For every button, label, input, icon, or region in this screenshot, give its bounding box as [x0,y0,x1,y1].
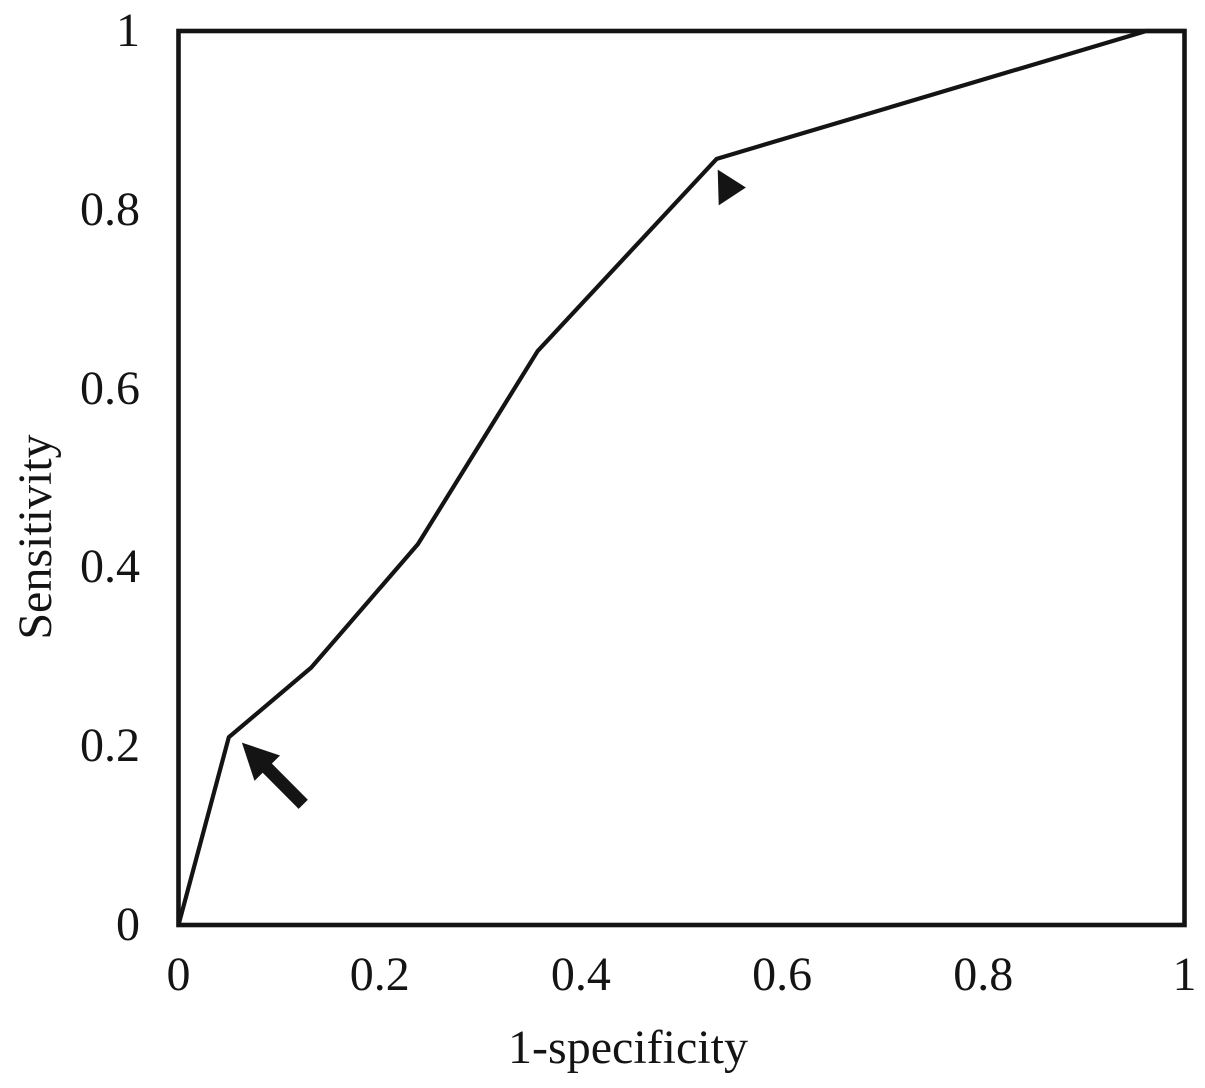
x-tick-label-0.8: 0.8 [953,948,1014,1001]
roc-curve-line [176,28,1187,928]
x-tick-label-0.6: 0.6 [752,948,813,1001]
y-tick-label-0.6: 0.6 [80,361,140,415]
y-tick-label-0: 0 [116,898,140,951]
x-axis-title: 1-specificity [508,1021,748,1074]
annotation-arrow-head-icon [241,742,281,781]
plot-border-box [176,28,1187,928]
annotation-arrowhead-icon [717,169,746,206]
y-tick-label-0.8: 0.8 [80,182,140,236]
y-tick-label-0.4: 0.4 [80,540,140,594]
x-tick-label-0.2: 0.2 [349,948,410,1001]
y-axis-title: Sensitivity [9,434,62,640]
x-tick-label-1: 1 [1172,948,1197,1001]
y-tick-label-0.2: 0.2 [80,719,140,773]
x-tick-label-0.4: 0.4 [550,948,611,1001]
y-tick-label-1: 1 [116,4,140,57]
x-tick-label-0: 0 [166,948,191,1001]
